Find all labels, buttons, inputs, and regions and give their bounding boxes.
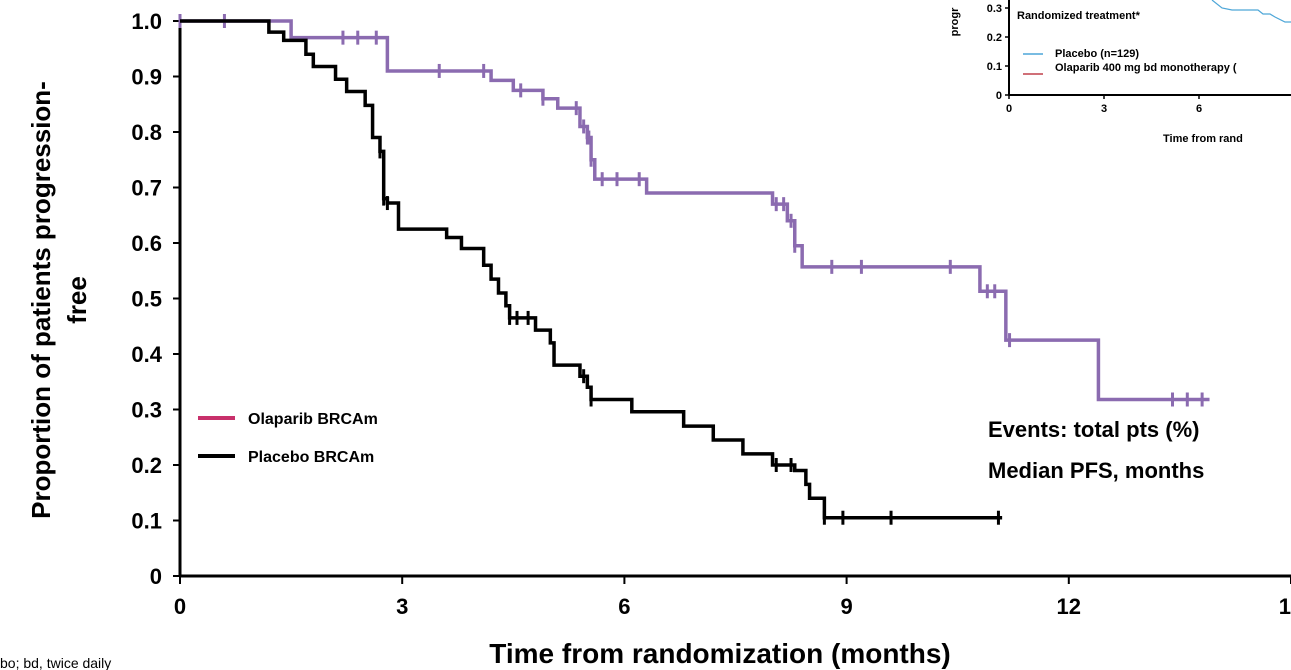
inset-background	[935, 0, 1291, 150]
x-tick-label: 3	[396, 594, 408, 619]
y-tick-label: 0.1	[131, 509, 162, 534]
y-tick-label: 0.4	[131, 342, 162, 367]
median-pfs-label: Median PFS, months	[988, 458, 1204, 483]
y-tick-label: 0.8	[131, 120, 162, 145]
x-axis-title: Time from randomization (months)	[489, 638, 951, 669]
legend: Olaparib BRCAm Placebo BRCAm	[198, 411, 378, 466]
inset-y-ticks: 0 0.1 0.2 0.3	[987, 3, 1009, 102]
x-tick-label: 12	[1057, 594, 1081, 619]
inset-legend-placebo: Placebo (n=129)	[1055, 48, 1139, 60]
series-layer	[178, 14, 1210, 525]
inset-chart: progr 0 0.1 0.2 0.3 0 3 6 Time from rand Rand…	[935, 0, 1291, 150]
inset-x-tick-label: 6	[1196, 103, 1202, 115]
inset-y-tick-label: 0	[996, 90, 1002, 102]
y-axis-title-line1: Proportion of patients progression-	[26, 81, 56, 519]
y-tick-label: 0.3	[131, 398, 162, 423]
inset-x-label: Time from rand	[1163, 133, 1243, 145]
x-ticks: 0 3 6 9 12 15	[174, 576, 1291, 619]
inset-x-tick-label: 0	[1006, 103, 1012, 115]
y-tick-label: 0	[150, 564, 162, 589]
x-tick-label: 0	[174, 594, 186, 619]
y-axis-title-line2: free	[62, 276, 92, 324]
events-label: Events: total pts (%)	[988, 417, 1199, 442]
y-tick-label: 0.6	[131, 231, 162, 256]
y-tick-label: 0.2	[131, 453, 162, 478]
inset-x-ticks: 0 3 6	[1006, 95, 1202, 115]
y-tick-label: 0.7	[131, 176, 162, 201]
y-tick-label: 0.9	[131, 65, 162, 90]
inset-placebo-curve	[1211, 0, 1291, 23]
legend-label-olaparib: Olaparib BRCAm	[248, 411, 378, 428]
x-tick-label: 6	[618, 594, 630, 619]
legend-label-placebo: Placebo BRCAm	[248, 449, 374, 466]
x-tick-label: 15	[1279, 594, 1291, 619]
inset-y-tick-label: 0.3	[987, 3, 1002, 15]
inset-y-tick-label: 0.1	[987, 61, 1002, 73]
y-tick-label: 0.5	[131, 287, 162, 312]
inset-x-tick-label: 3	[1101, 103, 1107, 115]
inset-y-tick-label: 0.2	[987, 32, 1002, 44]
x-tick-label: 9	[840, 594, 852, 619]
inset-y-label: progr	[949, 7, 961, 36]
footnote-fragment: bo; bd, twice daily	[0, 655, 111, 670]
y-tick-label: 1.0	[131, 9, 162, 34]
y-ticks: 0 0.1 0.2 0.3 0.4 0.5 0.6 0.7 0.8 0.9 1.0	[131, 9, 180, 589]
inset-legend-olaparib: Olaparib 400 mg bd monotherapy (	[1055, 62, 1237, 74]
series-line-placebo-brcam	[180, 19, 1003, 520]
inset-legend-title: Randomized treatment*	[1017, 10, 1141, 22]
